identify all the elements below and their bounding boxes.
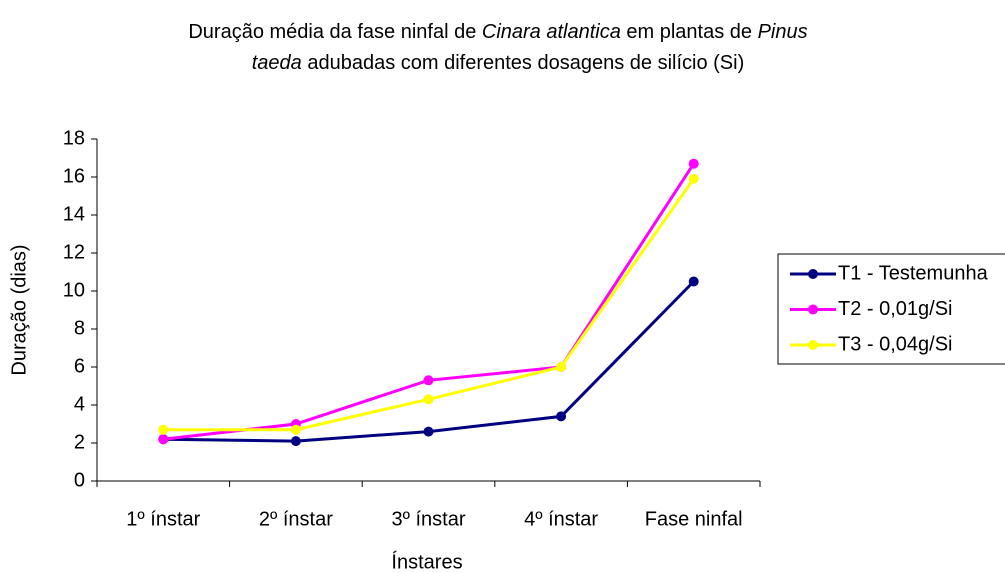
- y-tick-label: 0: [74, 469, 85, 491]
- y-tick-label: 14: [63, 203, 85, 225]
- title-part: Cinara atlantica: [482, 21, 621, 43]
- y-tick-label: 18: [63, 127, 85, 149]
- title-part: taeda: [252, 52, 302, 74]
- x-tick-label: 2º ínstar: [259, 508, 333, 530]
- y-tick-label: 8: [74, 317, 85, 339]
- legend-label: T3 - 0,04g/Si: [838, 333, 953, 355]
- point: [688, 158, 699, 169]
- y-tick-label: 6: [74, 355, 85, 377]
- legend-marker: [808, 269, 818, 279]
- y-tick-label: 10: [63, 279, 85, 301]
- series-line: [163, 178, 695, 432]
- x-tick-label: 1º ínstar: [126, 508, 200, 530]
- title-part: Pinus: [758, 21, 808, 43]
- x-tick-label: 4º ínstar: [524, 508, 598, 530]
- point: [423, 426, 434, 437]
- point: [158, 424, 169, 435]
- y-tick-label: 12: [63, 241, 85, 263]
- y-tick-label: 4: [74, 393, 85, 415]
- legend-label: T2 - 0,01g/Si: [838, 298, 953, 320]
- legend-label: T1 - Testemunha: [838, 262, 989, 284]
- point: [423, 394, 434, 405]
- legend-marker: [808, 340, 818, 350]
- chart-title: Duração média da fase ninfal de Cinara a…: [188, 21, 807, 43]
- legend-marker: [808, 304, 818, 315]
- point: [423, 375, 434, 386]
- point: [688, 276, 699, 287]
- x-tick-label: Fase ninfal: [645, 508, 743, 530]
- x-axis-label: Ínstares: [391, 550, 462, 573]
- series-line: [163, 280, 695, 443]
- point: [556, 362, 567, 372]
- y-tick-label: 2: [74, 431, 85, 453]
- point: [556, 411, 567, 422]
- x-tick-label: 3º ínstar: [391, 508, 465, 530]
- y-axis-label: Duração (dias): [8, 244, 30, 375]
- chart-title: taeda adubadas com diferentes dosagens d…: [252, 52, 745, 74]
- point: [688, 173, 699, 184]
- point: [158, 434, 169, 445]
- y-tick-label: 16: [63, 165, 85, 187]
- point: [290, 436, 301, 447]
- title-part: Duração média da fase ninfal de: [188, 21, 482, 43]
- title-part: adubadas com diferentes dosagens de silí…: [302, 52, 744, 74]
- title-part: em plantas de: [621, 21, 758, 43]
- point: [290, 424, 301, 435]
